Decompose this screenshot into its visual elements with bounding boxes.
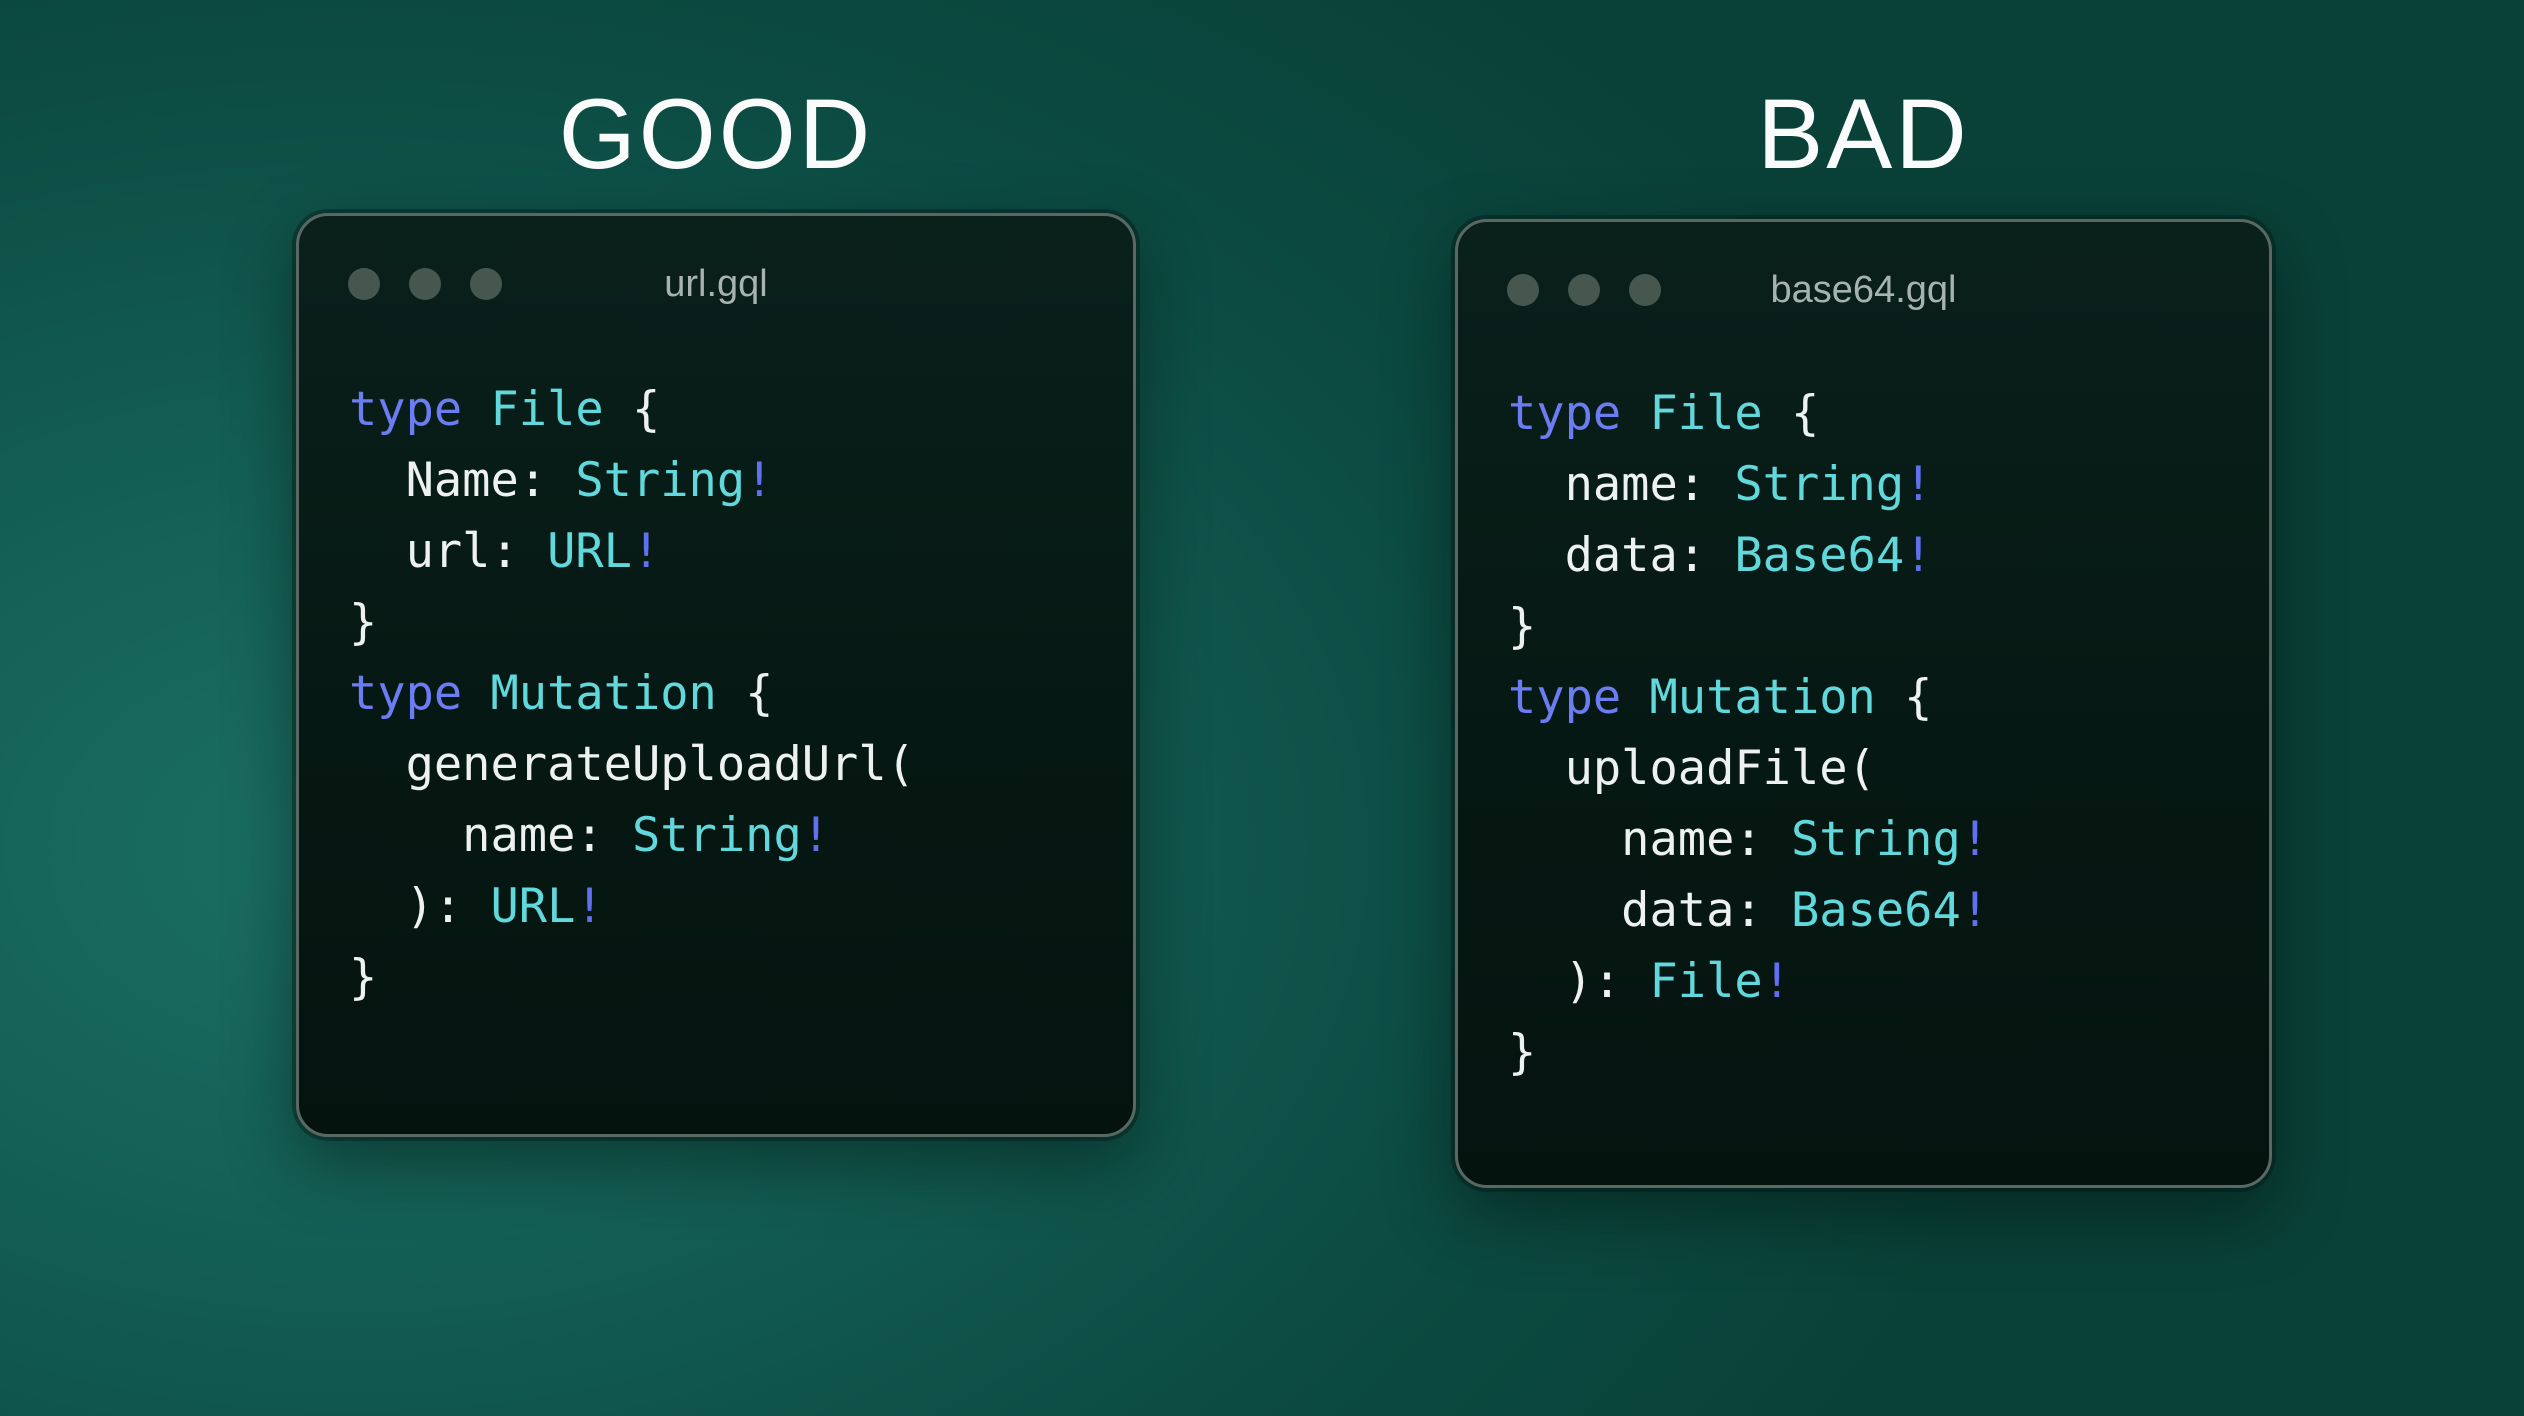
window-titlebar: url.gql: [299, 216, 1133, 346]
code-line: type Mutation {: [349, 666, 774, 721]
code-line: Name: String!: [349, 453, 774, 508]
window-control-dot-icon: [1507, 274, 1539, 306]
window-filename: base64.gql: [1770, 269, 1957, 311]
window-controls: [348, 268, 502, 300]
window-control-dot-icon: [409, 268, 441, 300]
window-control-dot-icon: [1568, 274, 1600, 306]
code-line: type File {: [349, 382, 661, 437]
code-line: type Mutation {: [1508, 670, 1933, 725]
code-line: name: String!: [1508, 457, 1933, 512]
code-line: }: [1508, 599, 1537, 654]
window-controls: [1507, 274, 1661, 306]
code-window-good: url.gql type File { Name: String! url: U…: [296, 213, 1136, 1137]
verdict-label-bad: BAD: [1757, 78, 1970, 189]
window-control-dot-icon: [1629, 274, 1661, 306]
window-control-dot-icon: [470, 268, 502, 300]
code-line: ): File!: [1508, 954, 1791, 1009]
verdict-label-good: GOOD: [558, 78, 874, 189]
code-line: type File {: [1508, 386, 1820, 441]
code-line: data: Base64!: [1508, 883, 1990, 938]
code-window-bad: base64.gql type File { name: String! dat…: [1455, 219, 2272, 1188]
code-line: }: [349, 950, 378, 1005]
code-block-bad: type File { name: String! data: Base64!}…: [1508, 378, 2249, 1088]
window-filename: url.gql: [664, 263, 768, 305]
code-line: uploadFile(: [1508, 741, 1876, 796]
code-block-good: type File { Name: String! url: URL!} type…: [349, 374, 1113, 1013]
window-titlebar: base64.gql: [1458, 222, 2269, 352]
code-line: generateUploadUrl(: [349, 737, 915, 792]
window-control-dot-icon: [348, 268, 380, 300]
code-line: data: Base64!: [1508, 528, 1933, 583]
code-line: url: URL!: [349, 524, 661, 579]
code-line: name: String!: [1508, 812, 1990, 867]
code-line: name: String!: [349, 808, 831, 863]
code-line: }: [1508, 1025, 1537, 1080]
code-line: ): URL!: [349, 879, 604, 934]
code-line: }: [349, 595, 378, 650]
